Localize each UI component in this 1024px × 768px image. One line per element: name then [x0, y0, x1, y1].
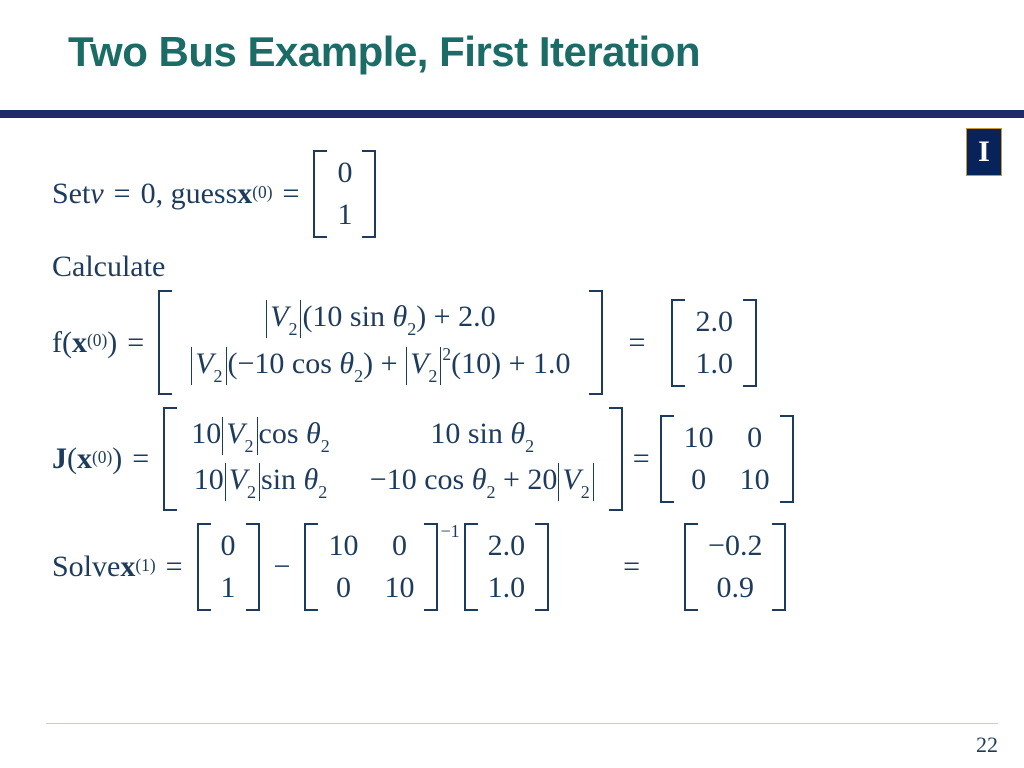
text-guess: , guess: [156, 177, 238, 211]
vec-x0: 0 1: [197, 523, 260, 611]
inverse-superscript: −1: [440, 521, 459, 542]
cell: 10V2sin θ2: [194, 463, 328, 501]
cell: 10 sin θ2: [430, 417, 534, 455]
var-v: v: [90, 177, 103, 211]
var-x: x: [237, 177, 252, 211]
solve-line: Solve x(1) = 0 1 − 10 0 0 10: [52, 523, 984, 611]
sup-1: (1): [135, 555, 155, 576]
cell: −0.2: [708, 529, 762, 563]
text-calculate: Calculate: [52, 250, 165, 284]
solve-result: −0.2 0.9: [684, 523, 786, 611]
cell: 0: [392, 529, 407, 563]
page-title: Two Bus Example, First Iteration: [68, 28, 700, 76]
title-rule: [0, 110, 1024, 118]
cell: V2(10 sin θ2) + 2.0: [265, 300, 496, 338]
cell: 0: [336, 571, 351, 605]
cell: 0: [691, 463, 706, 497]
cell: 0: [747, 421, 762, 455]
jac-inv-matrix: 10 0 0 10: [304, 523, 438, 611]
f-matrix: V2(10 sin θ2) + 2.0 V2(−10 cos θ2) + V22…: [158, 290, 602, 395]
equals: =: [623, 550, 640, 584]
cell: 1: [337, 198, 352, 232]
zero: 0: [141, 177, 156, 211]
close-paren: ): [112, 442, 122, 476]
equals: =: [166, 550, 183, 584]
cell: 10: [684, 421, 714, 455]
calculate-label: Calculate: [52, 250, 984, 284]
cell: 10: [740, 463, 770, 497]
equals: =: [132, 442, 149, 476]
cell: −10 cos θ2 + 20V2: [370, 463, 595, 501]
footer-rule: [46, 723, 998, 724]
jacobian-result: 10 0 0 10: [660, 415, 794, 503]
slide-content: Set v = 0 , guess x(0) = 0 1 Calculate: [52, 150, 984, 623]
cell: 0.9: [717, 571, 755, 605]
equals: =: [633, 442, 650, 476]
equals: =: [283, 177, 300, 211]
text-solve: Solve: [52, 550, 120, 584]
cell: 1.0: [488, 571, 526, 605]
sup-0: (0): [252, 182, 272, 203]
jacobian-line: J(x(0)) = 10V2cos θ2 10 sin θ2 10V2sin θ…: [52, 407, 984, 511]
f-label: f(: [52, 326, 72, 360]
slide: Two Bus Example, First Iteration I Set v…: [0, 0, 1024, 768]
var-x: x: [120, 550, 135, 584]
equals: =: [629, 326, 646, 360]
vector-x0: 0 1: [313, 150, 376, 238]
vec-f: 2.0 1.0: [464, 523, 550, 611]
sup-0: (0): [92, 447, 112, 468]
cell: 2.0: [695, 305, 733, 339]
f-of-x0-line: f(x(0)) = V2(10 sin θ2) + 2.0 V2(−10 cos…: [52, 290, 984, 395]
cell: 10: [384, 571, 414, 605]
page-number: 22: [976, 732, 998, 758]
initial-guess-line: Set v = 0 , guess x(0) = 0 1: [52, 150, 984, 238]
open-paren: (: [67, 442, 77, 476]
cell: 10V2cos θ2: [191, 417, 330, 455]
f-result: 2.0 1.0: [671, 299, 757, 387]
close-paren: ): [107, 326, 117, 360]
text-set: Set: [52, 177, 90, 211]
var-x: x: [72, 326, 87, 360]
cell: 1.0: [695, 347, 733, 381]
equals: =: [114, 177, 131, 211]
sup-0: (0): [87, 330, 107, 351]
cell: 0: [337, 156, 352, 190]
cell: 0: [221, 529, 236, 563]
jacobian-matrix: 10V2cos θ2 10 sin θ2 10V2sin θ2 −10 cos …: [163, 407, 623, 511]
minus-sign: −: [274, 550, 291, 584]
cell: 1: [221, 571, 236, 605]
j-label: J: [52, 442, 67, 476]
cell: 10: [328, 529, 358, 563]
var-x: x: [77, 442, 92, 476]
cell: 2.0: [488, 529, 526, 563]
equals: =: [127, 326, 144, 360]
cell: V2(−10 cos θ2) + V22(10) + 1.0: [190, 346, 570, 385]
